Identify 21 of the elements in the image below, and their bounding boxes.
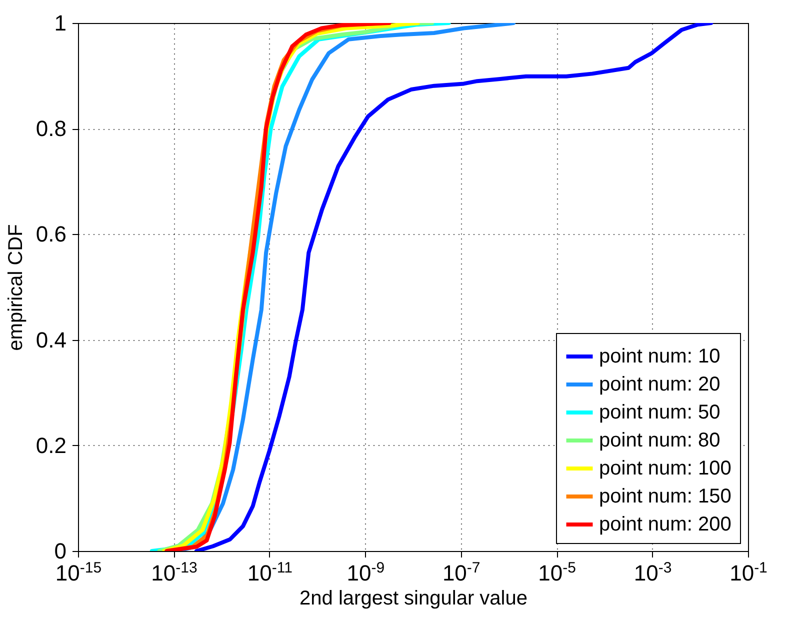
- x-tick-label: 10$^{-3}$: [634, 559, 672, 586]
- legend-label: point num: 20: [599, 374, 720, 396]
- x-axis-title: 2nd largest singular value: [300, 588, 528, 610]
- y-tick-label: 1: [54, 10, 66, 36]
- y-tick-label: 0.8: [36, 116, 66, 142]
- x-tick-label: 10$^{-5}$: [538, 559, 576, 586]
- y-axis-title: empirical CDF: [4, 224, 27, 351]
- legend-label: point num: 200: [599, 514, 732, 536]
- legend-label: point num: 80: [599, 430, 720, 452]
- y-tick-label: 0.6: [36, 222, 66, 247]
- legend-label: point num: 100: [599, 458, 732, 480]
- x-tick-label: 10$^{-13}$: [151, 559, 198, 586]
- y-tick-label: 0.2: [36, 432, 66, 458]
- x-tick-label: 10$^{-7}$: [442, 559, 480, 586]
- x-tick-label: 10$^{-11}$: [247, 559, 292, 586]
- legend-label: point num: 150: [599, 486, 732, 508]
- x-tick-label: 10$^{-1}$: [730, 559, 768, 586]
- x-tick-label: 10$^{-9}$: [346, 559, 385, 586]
- legend-label: point num: 10: [599, 346, 720, 368]
- legend-label: point num: 50: [599, 402, 720, 424]
- y-tick-label: 0.4: [36, 327, 66, 352]
